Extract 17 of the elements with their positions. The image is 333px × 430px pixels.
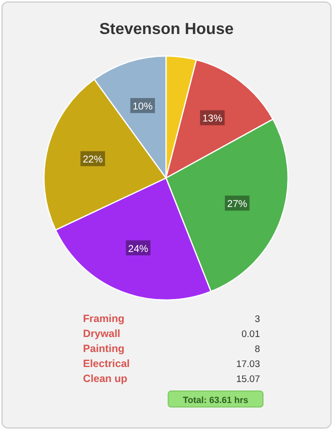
category-label: Electrical (83, 358, 130, 370)
data-label: 27% (227, 199, 248, 210)
category-label: Clean up (83, 373, 128, 385)
data-label: 24% (128, 244, 148, 255)
category-label: Drywall (83, 328, 120, 340)
data-label: 8 (254, 344, 260, 355)
category-label: Painting (83, 343, 124, 355)
chart-title: Stevenson House (99, 21, 234, 38)
data-label: 15.07 (236, 374, 260, 385)
data-label: 10% (132, 102, 153, 113)
data-label: 17.03 (236, 359, 260, 370)
text: Total: 63.61 hrs (182, 395, 248, 405)
data-label: 3 (254, 314, 260, 325)
data-label: 22% (82, 154, 103, 166)
data-label: 0.01 (242, 329, 260, 340)
category-label: Framing (83, 313, 124, 325)
data-label: 13% (202, 114, 222, 125)
